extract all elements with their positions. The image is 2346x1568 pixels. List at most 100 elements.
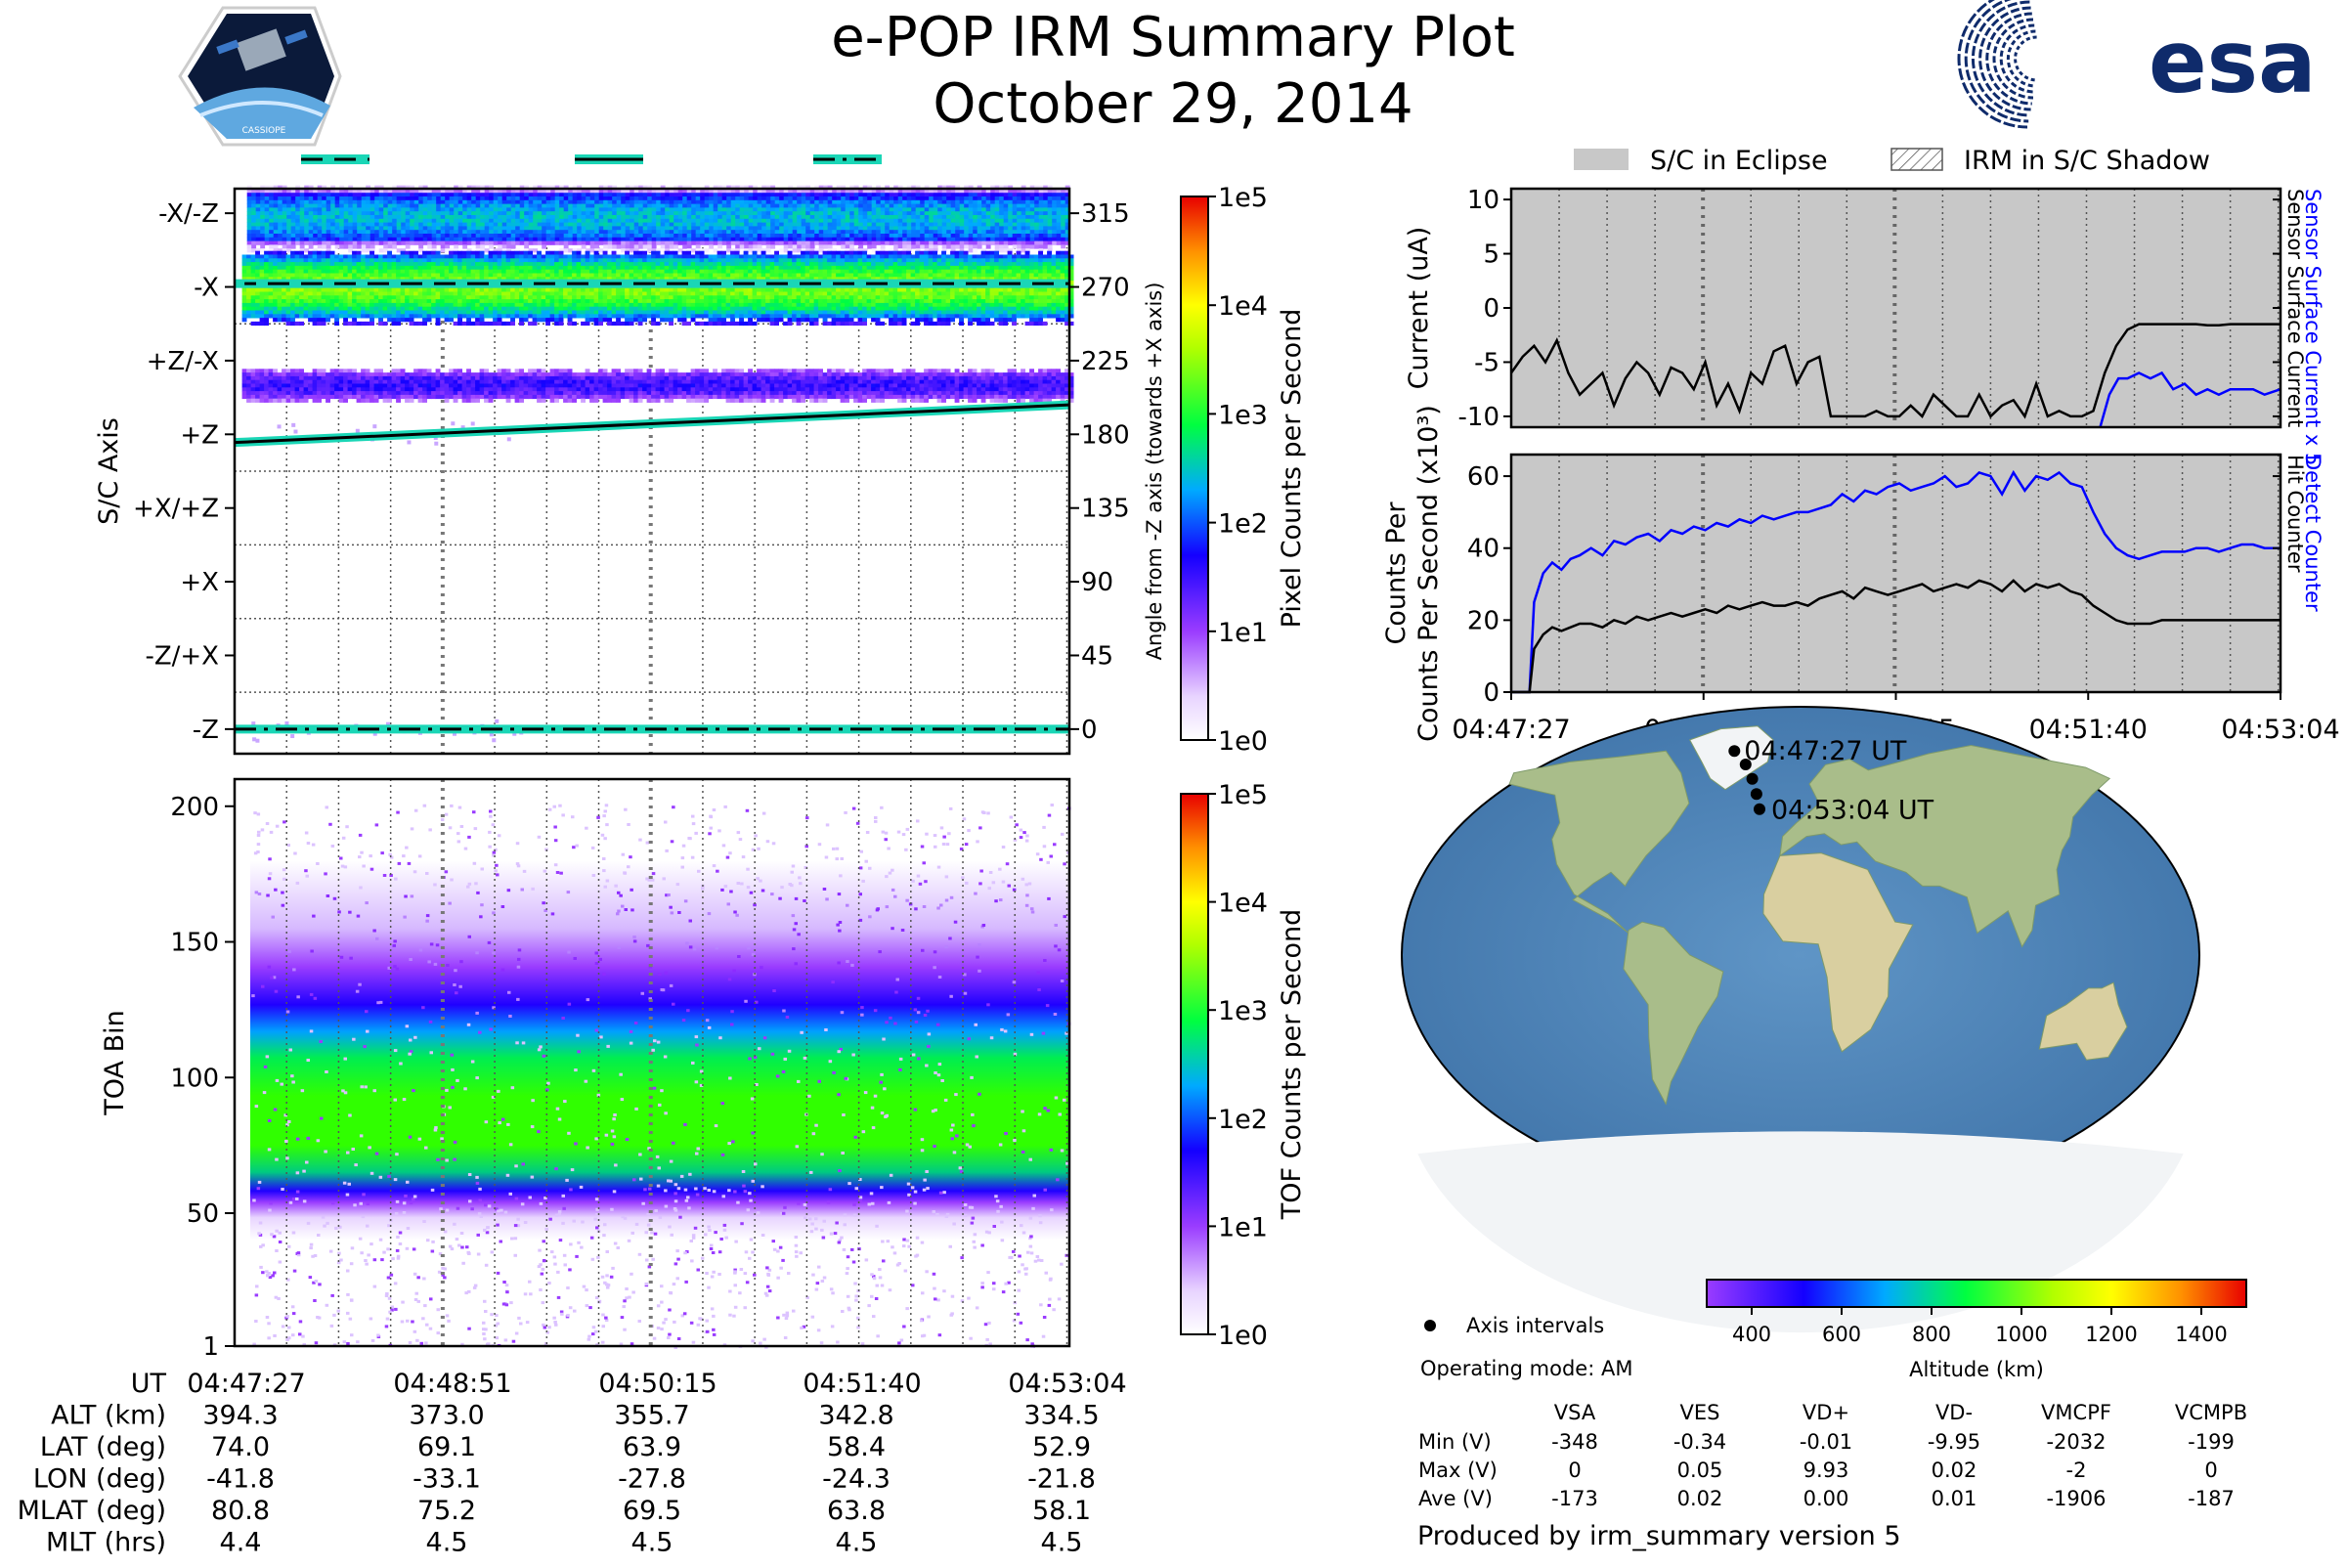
sc-axis-heat-cell xyxy=(568,200,573,204)
sc-axis-heat-cell xyxy=(740,219,745,223)
sc-axis-heat-cell xyxy=(1057,211,1062,215)
sc-axis-heat-cell xyxy=(524,255,529,259)
sc-axis-heat-cell xyxy=(392,211,397,215)
sc-axis-heat-cell xyxy=(714,226,718,230)
sc-axis-heat-cell xyxy=(247,193,252,196)
sc-axis-heat-cell xyxy=(581,270,586,274)
sc-axis-heat-cell xyxy=(388,238,393,241)
sc-axis-heat-cell xyxy=(766,219,771,223)
sc-axis-heat-cell xyxy=(969,211,974,215)
sc-axis-heat-cell xyxy=(304,211,309,215)
sc-axis-heat-cell xyxy=(432,226,437,230)
sc-axis-heat-cell xyxy=(810,226,815,230)
sc-axis-heat-cell xyxy=(406,207,411,211)
sc-axis-heat-cell xyxy=(401,241,406,245)
sc-axis-heat-cell xyxy=(1004,230,1009,234)
sc-axis-heat-cell xyxy=(274,200,279,204)
sc-axis-heat-cell xyxy=(295,307,300,311)
sc-axis-heat-cell xyxy=(1057,238,1062,241)
sc-axis-heat-cell xyxy=(999,204,1004,208)
sc-axis-heat-cell xyxy=(714,238,718,241)
sc-axis-heat-cell xyxy=(1052,215,1057,219)
sc-axis-heat-cell xyxy=(960,207,965,211)
sc-axis-heat-cell xyxy=(515,223,520,227)
sc-axis-heat-cell xyxy=(410,270,414,274)
sc-axis-heat-cell xyxy=(749,211,754,215)
sc-axis-heat-cell xyxy=(911,223,916,227)
sc-axis-heat-cell xyxy=(423,234,428,238)
sc-axis-heat-cell xyxy=(528,314,533,318)
sc-axis-heat-cell xyxy=(621,200,626,204)
sc-axis-heat-cell xyxy=(545,314,550,318)
sc-axis-heat-cell xyxy=(647,270,652,274)
sc-axis-heat-cell xyxy=(1043,193,1048,196)
sc-axis-heat-cell xyxy=(638,314,643,318)
sc-axis-heat-cell xyxy=(722,196,727,200)
sc-axis-heat-cell xyxy=(559,226,564,230)
sc-axis-heat-cell xyxy=(749,193,754,196)
sc-axis-heat-cell xyxy=(665,234,670,238)
sc-axis-heat-cell xyxy=(682,193,687,196)
sc-axis-heat-cell xyxy=(374,303,379,307)
sc-axis-heat-cell xyxy=(1057,215,1062,219)
sc-axis-heat-cell xyxy=(366,223,370,227)
sc-axis-heat-cell xyxy=(427,193,432,196)
sc-axis-heat-cell xyxy=(344,211,349,215)
sc-axis-heat-cell xyxy=(819,223,824,227)
sc-axis-heat-cell xyxy=(361,270,366,274)
sc-axis-heat-cell xyxy=(621,230,626,234)
sc-axis-heat-cell xyxy=(256,211,261,215)
sc-axis-heat-cell xyxy=(383,226,388,230)
sc-axis-heat-cell xyxy=(582,234,586,238)
sc-axis-heat-cell xyxy=(823,204,828,208)
sc-axis-heat-cell xyxy=(594,318,599,322)
sc-axis-heat-cell xyxy=(423,230,428,234)
sc-axis-heat-cell xyxy=(902,234,907,238)
sc-axis-heat-cell xyxy=(986,211,991,215)
sc-axis-heat-cell xyxy=(955,193,960,196)
sc-axis-heat-cell xyxy=(682,241,687,245)
sc-axis-heat-cell xyxy=(392,307,397,311)
sc-axis-heat-cell xyxy=(678,196,683,200)
sc-axis-heat-cell xyxy=(577,270,582,274)
sc-axis-heat-cell xyxy=(501,266,506,270)
sc-axis-heat-cell xyxy=(929,234,934,238)
sc-axis-heat-cell xyxy=(265,204,270,208)
sc-axis-heat-cell xyxy=(493,303,498,307)
sc-axis-heat-cell xyxy=(643,241,648,245)
sc-axis-heat-cell xyxy=(779,230,784,234)
sc-axis-heat-cell xyxy=(550,262,555,266)
sc-axis-heat-cell xyxy=(366,244,370,248)
sc-axis-heat-cell xyxy=(401,258,406,262)
sc-axis-heat-cell xyxy=(863,230,868,234)
sc-axis-heat-cell xyxy=(322,211,326,215)
sc-axis-heat-cell xyxy=(335,215,340,219)
sc-axis-heat-cell xyxy=(678,211,683,215)
sc-axis-heat-cell xyxy=(484,292,489,296)
sc-axis-heat-cell xyxy=(964,204,969,208)
sc-axis-heat-cell xyxy=(758,230,762,234)
sc-axis-heat-cell xyxy=(273,303,278,307)
sc-axis-heat-cell xyxy=(920,215,925,219)
sc-axis-heat-cell xyxy=(735,223,740,227)
sc-axis-heat-cell xyxy=(898,211,903,215)
sc-axis-heat-cell xyxy=(454,255,458,259)
sc-axis-heat-cell xyxy=(379,230,384,234)
sc-axis-heat-cell xyxy=(634,215,639,219)
sc-axis-heat-cell xyxy=(264,295,269,299)
sc-axis-heat-cell xyxy=(318,207,323,211)
sc-axis-heat-cell xyxy=(638,196,643,200)
sc-axis-heat-cell xyxy=(247,200,252,204)
sc-axis-heat-cell xyxy=(766,244,771,248)
sc-axis-heat-cell xyxy=(758,234,762,238)
sc-axis-heat-cell xyxy=(599,230,604,234)
sc-axis-heat-cell xyxy=(369,314,374,318)
sc-axis-heat-cell xyxy=(313,211,318,215)
sc-axis-heat-cell xyxy=(454,311,458,315)
sc-axis-heat-cell xyxy=(837,223,842,227)
sc-axis-heat-cell xyxy=(749,215,754,219)
sc-axis-heat-cell xyxy=(361,255,366,259)
sc-axis-heat-cell xyxy=(251,207,256,211)
sc-axis-heat-cell xyxy=(550,251,555,255)
sc-axis-heat-cell xyxy=(594,255,599,259)
